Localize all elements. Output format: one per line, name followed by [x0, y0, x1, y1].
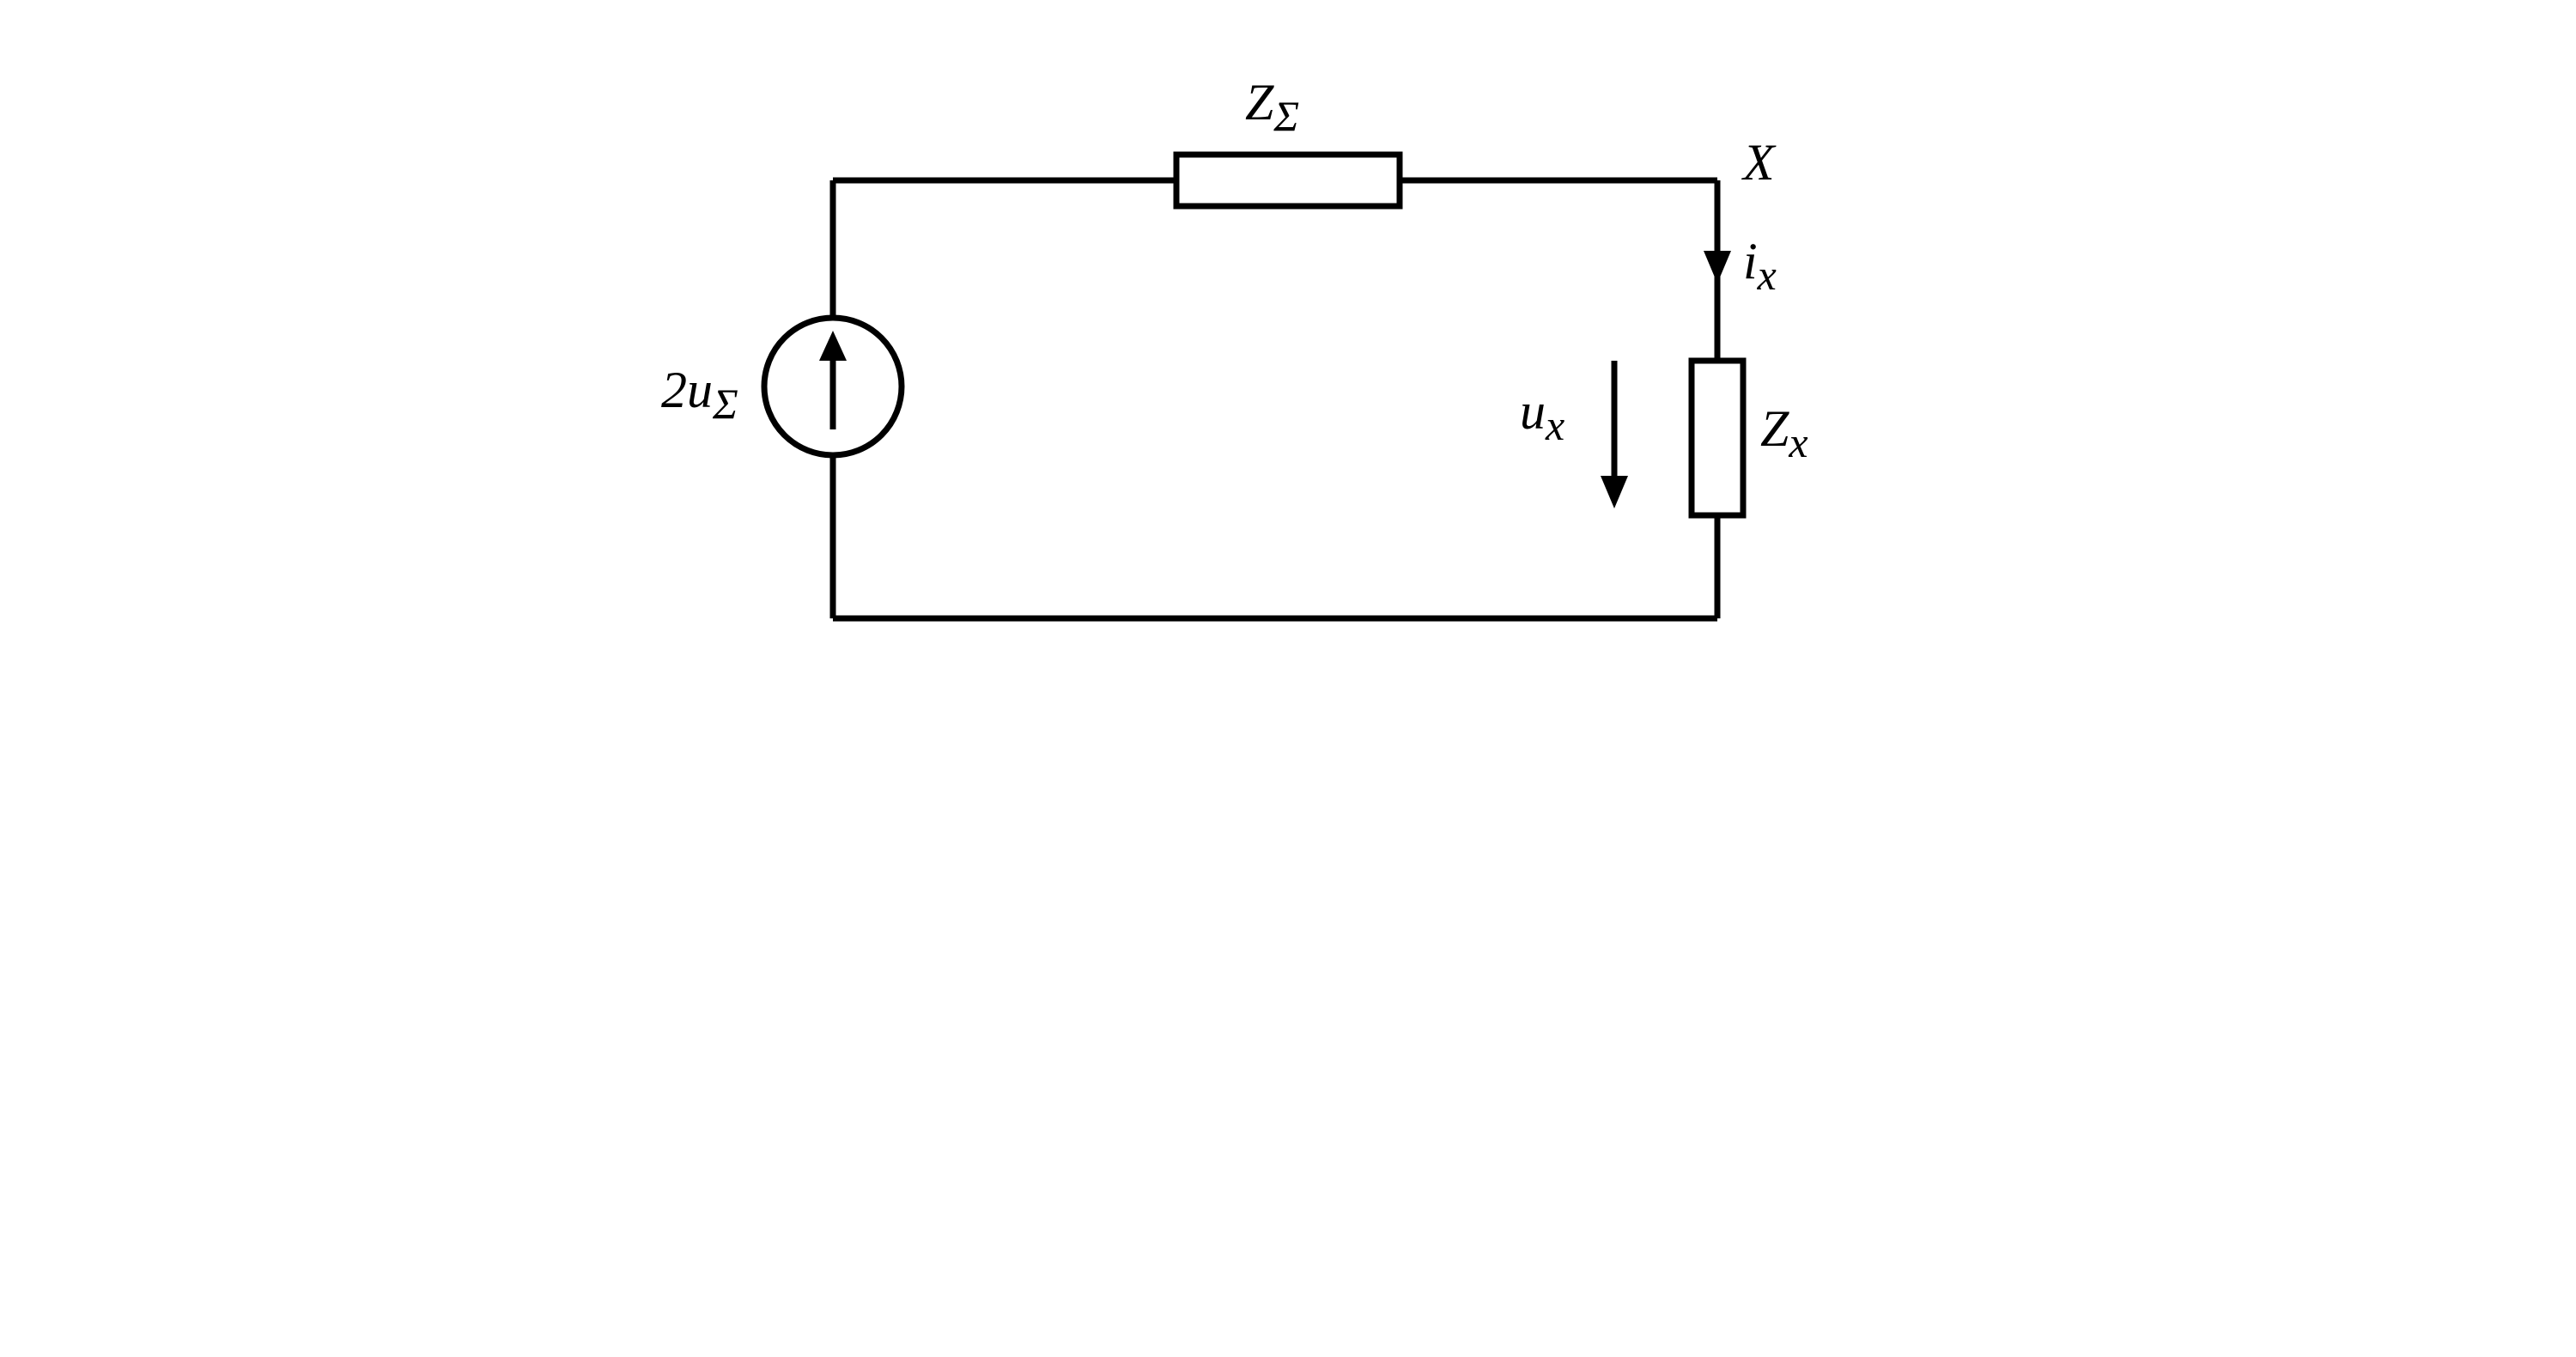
- voltage-ux-arrow-head: [1601, 476, 1628, 508]
- node-x-label: X: [1743, 133, 1775, 192]
- voltage-ux-label: ux: [1520, 382, 1564, 450]
- impedance-z-sigma: [1176, 155, 1400, 206]
- circuit-diagram: 2uΣ ZΣ X ix Zx ux: [644, 34, 1932, 721]
- current-ix-label: ix: [1743, 232, 1777, 300]
- z-sigma-label: ZΣ: [1245, 73, 1299, 141]
- impedance-zx: [1692, 361, 1743, 515]
- zx-label: Zx: [1760, 399, 1808, 467]
- current-ix-arrow: [1704, 251, 1731, 283]
- source-label: 2uΣ: [661, 361, 738, 429]
